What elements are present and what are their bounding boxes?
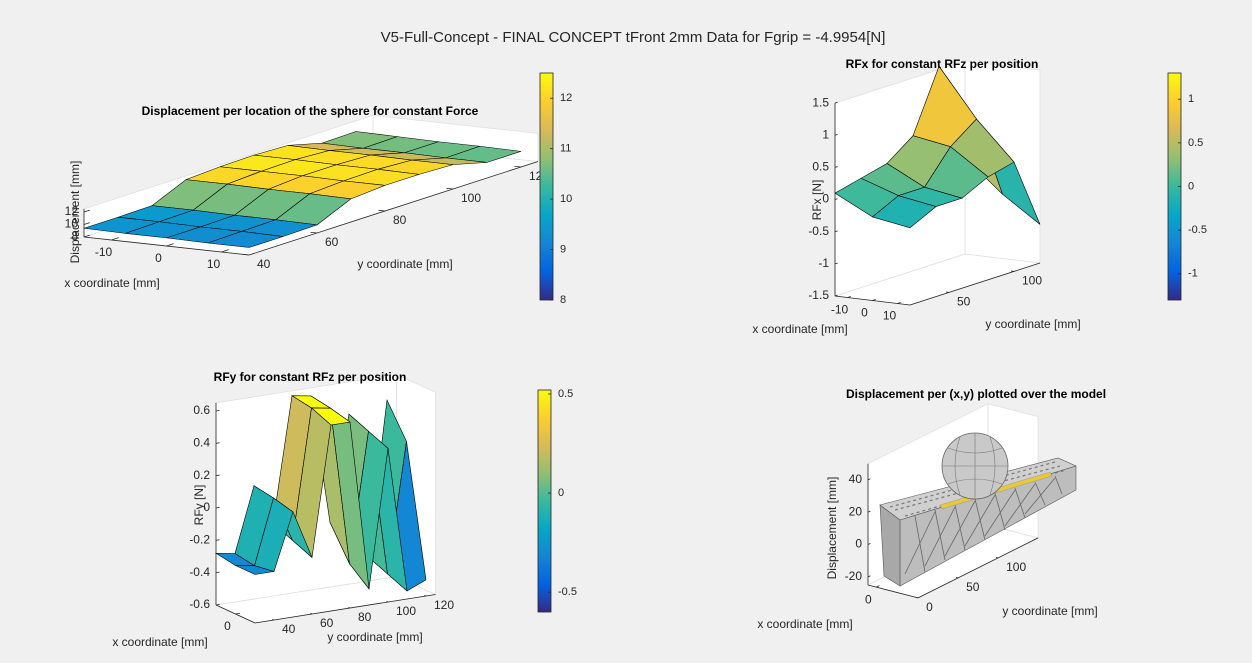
z-tick-label: 0.5	[812, 160, 829, 174]
x-axis-label: x coordinate [mm]	[757, 617, 852, 631]
z-tick-label: 0.4	[193, 435, 210, 449]
z-tick-label: -0.4	[189, 565, 210, 579]
z-tick-label: 1.5	[812, 95, 829, 109]
z-tick	[216, 475, 220, 476]
y-tick-label: 100	[396, 604, 416, 618]
x-tick-label: -10	[831, 303, 849, 317]
y-tick	[956, 577, 958, 578]
x-tick-label: 0	[861, 306, 868, 320]
z-tick-label: -0.6	[189, 597, 210, 611]
z-tick-label: -20	[845, 569, 863, 583]
y-tick-label: 100	[1022, 274, 1042, 288]
x-tick-label: -10	[95, 245, 113, 259]
y-tick-label: 60	[320, 616, 334, 630]
z-axis-label: RFx [N]	[810, 180, 824, 221]
y-tick-label: 50	[957, 295, 971, 309]
z-tick-label: -1.5	[808, 288, 829, 302]
z-axis-label: RFy [N]	[192, 485, 206, 526]
x-tick-label: 0	[865, 592, 872, 606]
y-axis-label: y coordinate [mm]	[985, 317, 1080, 331]
z-axis-label: Displacement [mm]	[68, 161, 82, 264]
figure-background	[0, 0, 1252, 663]
z-tick	[216, 443, 220, 444]
z-tick-label: 0.2	[193, 468, 210, 482]
y-tick-label: 60	[325, 235, 339, 249]
z-tick-label: 1	[822, 127, 829, 141]
y-tick-label: 0	[926, 600, 933, 614]
z-tick-label: -1	[818, 256, 829, 270]
colorbar-tick-label: 0	[1188, 180, 1194, 192]
y-tick-label: 120	[434, 598, 454, 612]
z-tick-label: 0.6	[193, 403, 210, 417]
colorbar-tick-label: 8	[560, 294, 566, 306]
y-tick-label: 80	[393, 213, 407, 227]
z-tick	[216, 572, 220, 573]
colorbar-tick-label: -0.5	[558, 586, 577, 598]
y-axis-label: y coordinate [mm]	[327, 630, 422, 644]
colorbar-tick-label: 11	[560, 143, 571, 155]
y-tick-label: 40	[257, 257, 271, 271]
y-axis-label: y coordinate [mm]	[357, 257, 452, 271]
colorbar-tick-label: 12	[560, 92, 572, 104]
z-tick-label: 20	[849, 504, 863, 518]
axes-title: RFy for constant RFz per position	[214, 370, 407, 384]
colorbar	[540, 73, 553, 300]
colorbar-tick-label: 0.5	[1188, 137, 1203, 149]
y-tick	[916, 597, 918, 598]
colorbar-tick-label: 0.5	[558, 388, 573, 400]
axes-title: Displacement per (x,y) plotted over the …	[846, 387, 1106, 401]
x-tick-label: 10	[207, 257, 221, 271]
y-axis-label: y coordinate [mm]	[1002, 604, 1097, 618]
z-tick-label: -0.5	[808, 224, 829, 238]
z-tick	[216, 540, 220, 541]
z-tick-label: 40	[849, 472, 863, 486]
x-axis-label: x coordinate [mm]	[64, 276, 159, 290]
colorbar-tick-label: -1	[1188, 268, 1198, 280]
axes-title: RFx for constant RFz per position	[846, 57, 1039, 71]
figure-title: V5-Full-Concept - FINAL CONCEPT tFront 2…	[381, 29, 886, 46]
y-tick-label: 80	[358, 610, 372, 624]
axes-title: Displacement per location of the sphere …	[142, 104, 479, 118]
colorbar	[538, 390, 551, 612]
colorbar-tick-label: 10	[560, 193, 572, 205]
x-tick-label: 0	[155, 251, 162, 265]
colorbar-tick-label: -0.5	[1188, 224, 1207, 236]
z-tick	[216, 410, 220, 411]
z-tick-label: 0	[855, 537, 862, 551]
x-axis-label: x coordinate [mm]	[112, 635, 207, 649]
x-tick-label: 0	[224, 619, 231, 633]
colorbar-tick-label: 1	[1188, 93, 1194, 105]
z-axis-label: Displacement [mm]	[825, 477, 839, 580]
x-axis-label: x coordinate [mm]	[752, 322, 847, 336]
z-tick-label: -0.2	[189, 532, 210, 546]
colorbar-tick-label: 0	[558, 487, 564, 499]
z-tick	[216, 507, 220, 508]
x-tick-label: 10	[883, 309, 897, 323]
y-tick	[996, 557, 998, 558]
z-tick	[216, 604, 220, 605]
figure: V5-Full-Concept - FINAL CONCEPT tFront 2…	[0, 0, 1252, 663]
y-tick-label: 50	[966, 580, 980, 594]
colorbar-tick-label: 9	[560, 243, 566, 255]
y-tick-label: 40	[282, 622, 296, 636]
y-tick-label: 100	[461, 191, 481, 205]
y-tick-label: 100	[1006, 560, 1026, 574]
